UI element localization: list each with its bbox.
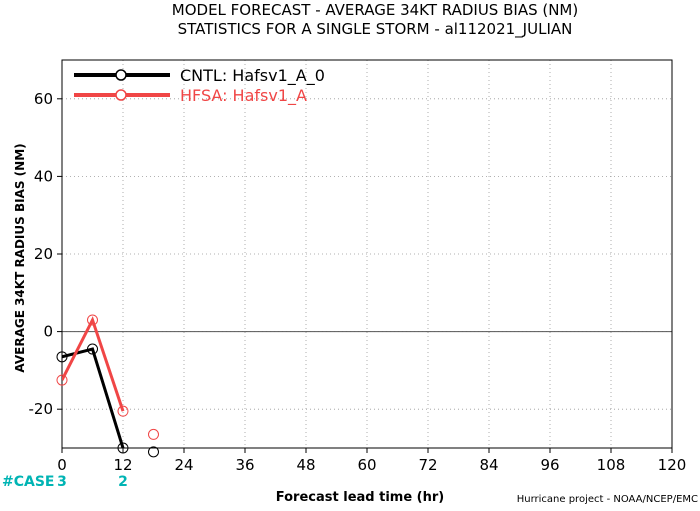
data-point xyxy=(117,405,129,417)
grid xyxy=(62,60,672,448)
data-point xyxy=(56,351,68,363)
data-point xyxy=(56,374,68,386)
legend-label: CNTL: Hafsv1_A_0 xyxy=(180,66,325,86)
legend-swatch-marker xyxy=(115,69,127,81)
chart-subtitle: STATISTICS FOR A SINGLE STORM - al112021… xyxy=(178,20,573,39)
series-line xyxy=(62,347,125,448)
legend-entry-2: HFSA: Hafsv1_A xyxy=(74,86,307,106)
case-count: 2 xyxy=(118,474,128,490)
y-tick-label: 0 xyxy=(43,323,53,341)
series-line xyxy=(62,316,125,412)
legend-label: HFSA: Hafsv1_A xyxy=(180,86,307,106)
x-tick-label: 72 xyxy=(418,456,437,474)
axes: 0 12 24 36 48 60 72 84 96 108 120 -20 0 20 40 60 xyxy=(29,59,687,474)
chart-title: MODEL FORECAST - AVERAGE 34KT RADIUS BIA… xyxy=(172,1,578,19)
x-tick-label: 60 xyxy=(357,456,376,474)
x-tick-label: 96 xyxy=(540,456,559,474)
data-point xyxy=(87,314,98,326)
x-tick-label: 84 xyxy=(479,456,498,474)
data-point xyxy=(87,343,98,355)
x-tick-label: 12 xyxy=(113,456,132,474)
y-tick-label: 20 xyxy=(34,245,53,263)
x-tick-label: 120 xyxy=(658,456,687,474)
legend-entry-1: CNTL: Hafsv1_A_0 xyxy=(74,66,325,86)
data-point xyxy=(148,446,159,458)
data-point xyxy=(117,442,129,454)
y-tick-label: 60 xyxy=(34,90,53,108)
legend-swatch-marker xyxy=(115,89,127,101)
x-tick-label: 36 xyxy=(235,456,254,474)
credit-text: Hurricane project - NOAA/NCEP/EMC xyxy=(517,494,698,505)
y-tick-label: 40 xyxy=(34,167,53,185)
case-label: #CASE xyxy=(2,474,55,490)
x-tick-label: 24 xyxy=(174,456,193,474)
case-count: 3 xyxy=(57,474,67,490)
data-point xyxy=(148,428,159,440)
series-2 xyxy=(56,314,159,440)
case-counts: #CASE 3 2 xyxy=(2,474,128,490)
series xyxy=(56,314,159,458)
x-tick-label: 108 xyxy=(597,456,626,474)
series-1 xyxy=(56,343,159,458)
x-tick-label: 0 xyxy=(57,456,67,474)
y-tick-label: -20 xyxy=(29,400,54,418)
x-axis-label: Forecast lead time (hr) xyxy=(276,490,444,505)
y-axis-label: AVERAGE 34KT RADIUS BIAS (NM) xyxy=(13,143,27,372)
x-tick-label: 48 xyxy=(296,456,315,474)
